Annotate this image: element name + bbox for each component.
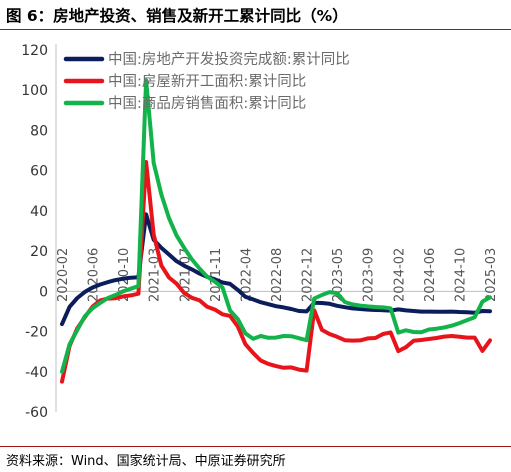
line-chart: 120 100 80 60 40 20 0 -20 -40 -60 2020-02 2020-06 20… [21, 43, 499, 421]
source-note: 资料来源：Wind、国家统计局、中原证券研究所 [6, 454, 286, 469]
chart-plot-area [60, 78, 492, 384]
chart-axes: 120 100 80 60 40 20 0 -20 -40 -60 2020-02 2020-06 20… [21, 43, 499, 421]
source-rule [0, 446, 511, 447]
x-tick-label: 2022-04 [239, 248, 254, 302]
series-line-0 [60, 212, 492, 327]
y-tick-label: 120 [21, 43, 48, 59]
x-tick-label: 2024-06 [423, 248, 438, 302]
x-tick-label: 2020-06 [87, 248, 102, 302]
title-rule [0, 29, 511, 30]
y-tick-label: 60 [30, 164, 48, 180]
x-tick-label: 2022-08 [270, 248, 285, 302]
x-tick-label: 2020-02 [56, 248, 71, 302]
figure-title: 图 6：房地产投资、销售及新开工累计同比（%） [6, 7, 348, 25]
legend-label-0: 中国:房地产开发投资完成额:累计同比 [108, 51, 350, 68]
x-tick-label: 2024-10 [453, 248, 468, 302]
y-tick-label: 40 [30, 204, 48, 220]
y-tick-label: -20 [25, 325, 48, 341]
series-line-2 [60, 78, 492, 374]
x-tick-label: 2021-11 [209, 248, 224, 302]
y-tick-label: 100 [21, 83, 48, 99]
legend-label-1: 中国:房屋新开工面积:累计同比 [108, 73, 306, 90]
y-tick-label: 20 [30, 244, 48, 260]
y-tick-label: 0 [39, 284, 48, 300]
series-line-1 [60, 160, 492, 384]
y-tick-label: 80 [30, 123, 48, 139]
x-tick-label: 2023-05 [331, 248, 346, 302]
legend-label-2: 中国:商品房销售面积:累计同比 [108, 95, 306, 112]
x-tick-label: 2022-12 [301, 248, 316, 302]
x-tick-label: 2024-02 [392, 248, 407, 302]
chart-legend: 中国:房地产开发投资完成额:累计同比中国:房屋新开工面积:累计同比中国:商品房销… [63, 51, 350, 112]
x-tick-label: 2025-03 [484, 248, 499, 302]
y-tick-label: -40 [25, 365, 48, 381]
y-tick-label: -60 [25, 405, 48, 421]
x-tick-label: 2023-09 [362, 248, 377, 302]
